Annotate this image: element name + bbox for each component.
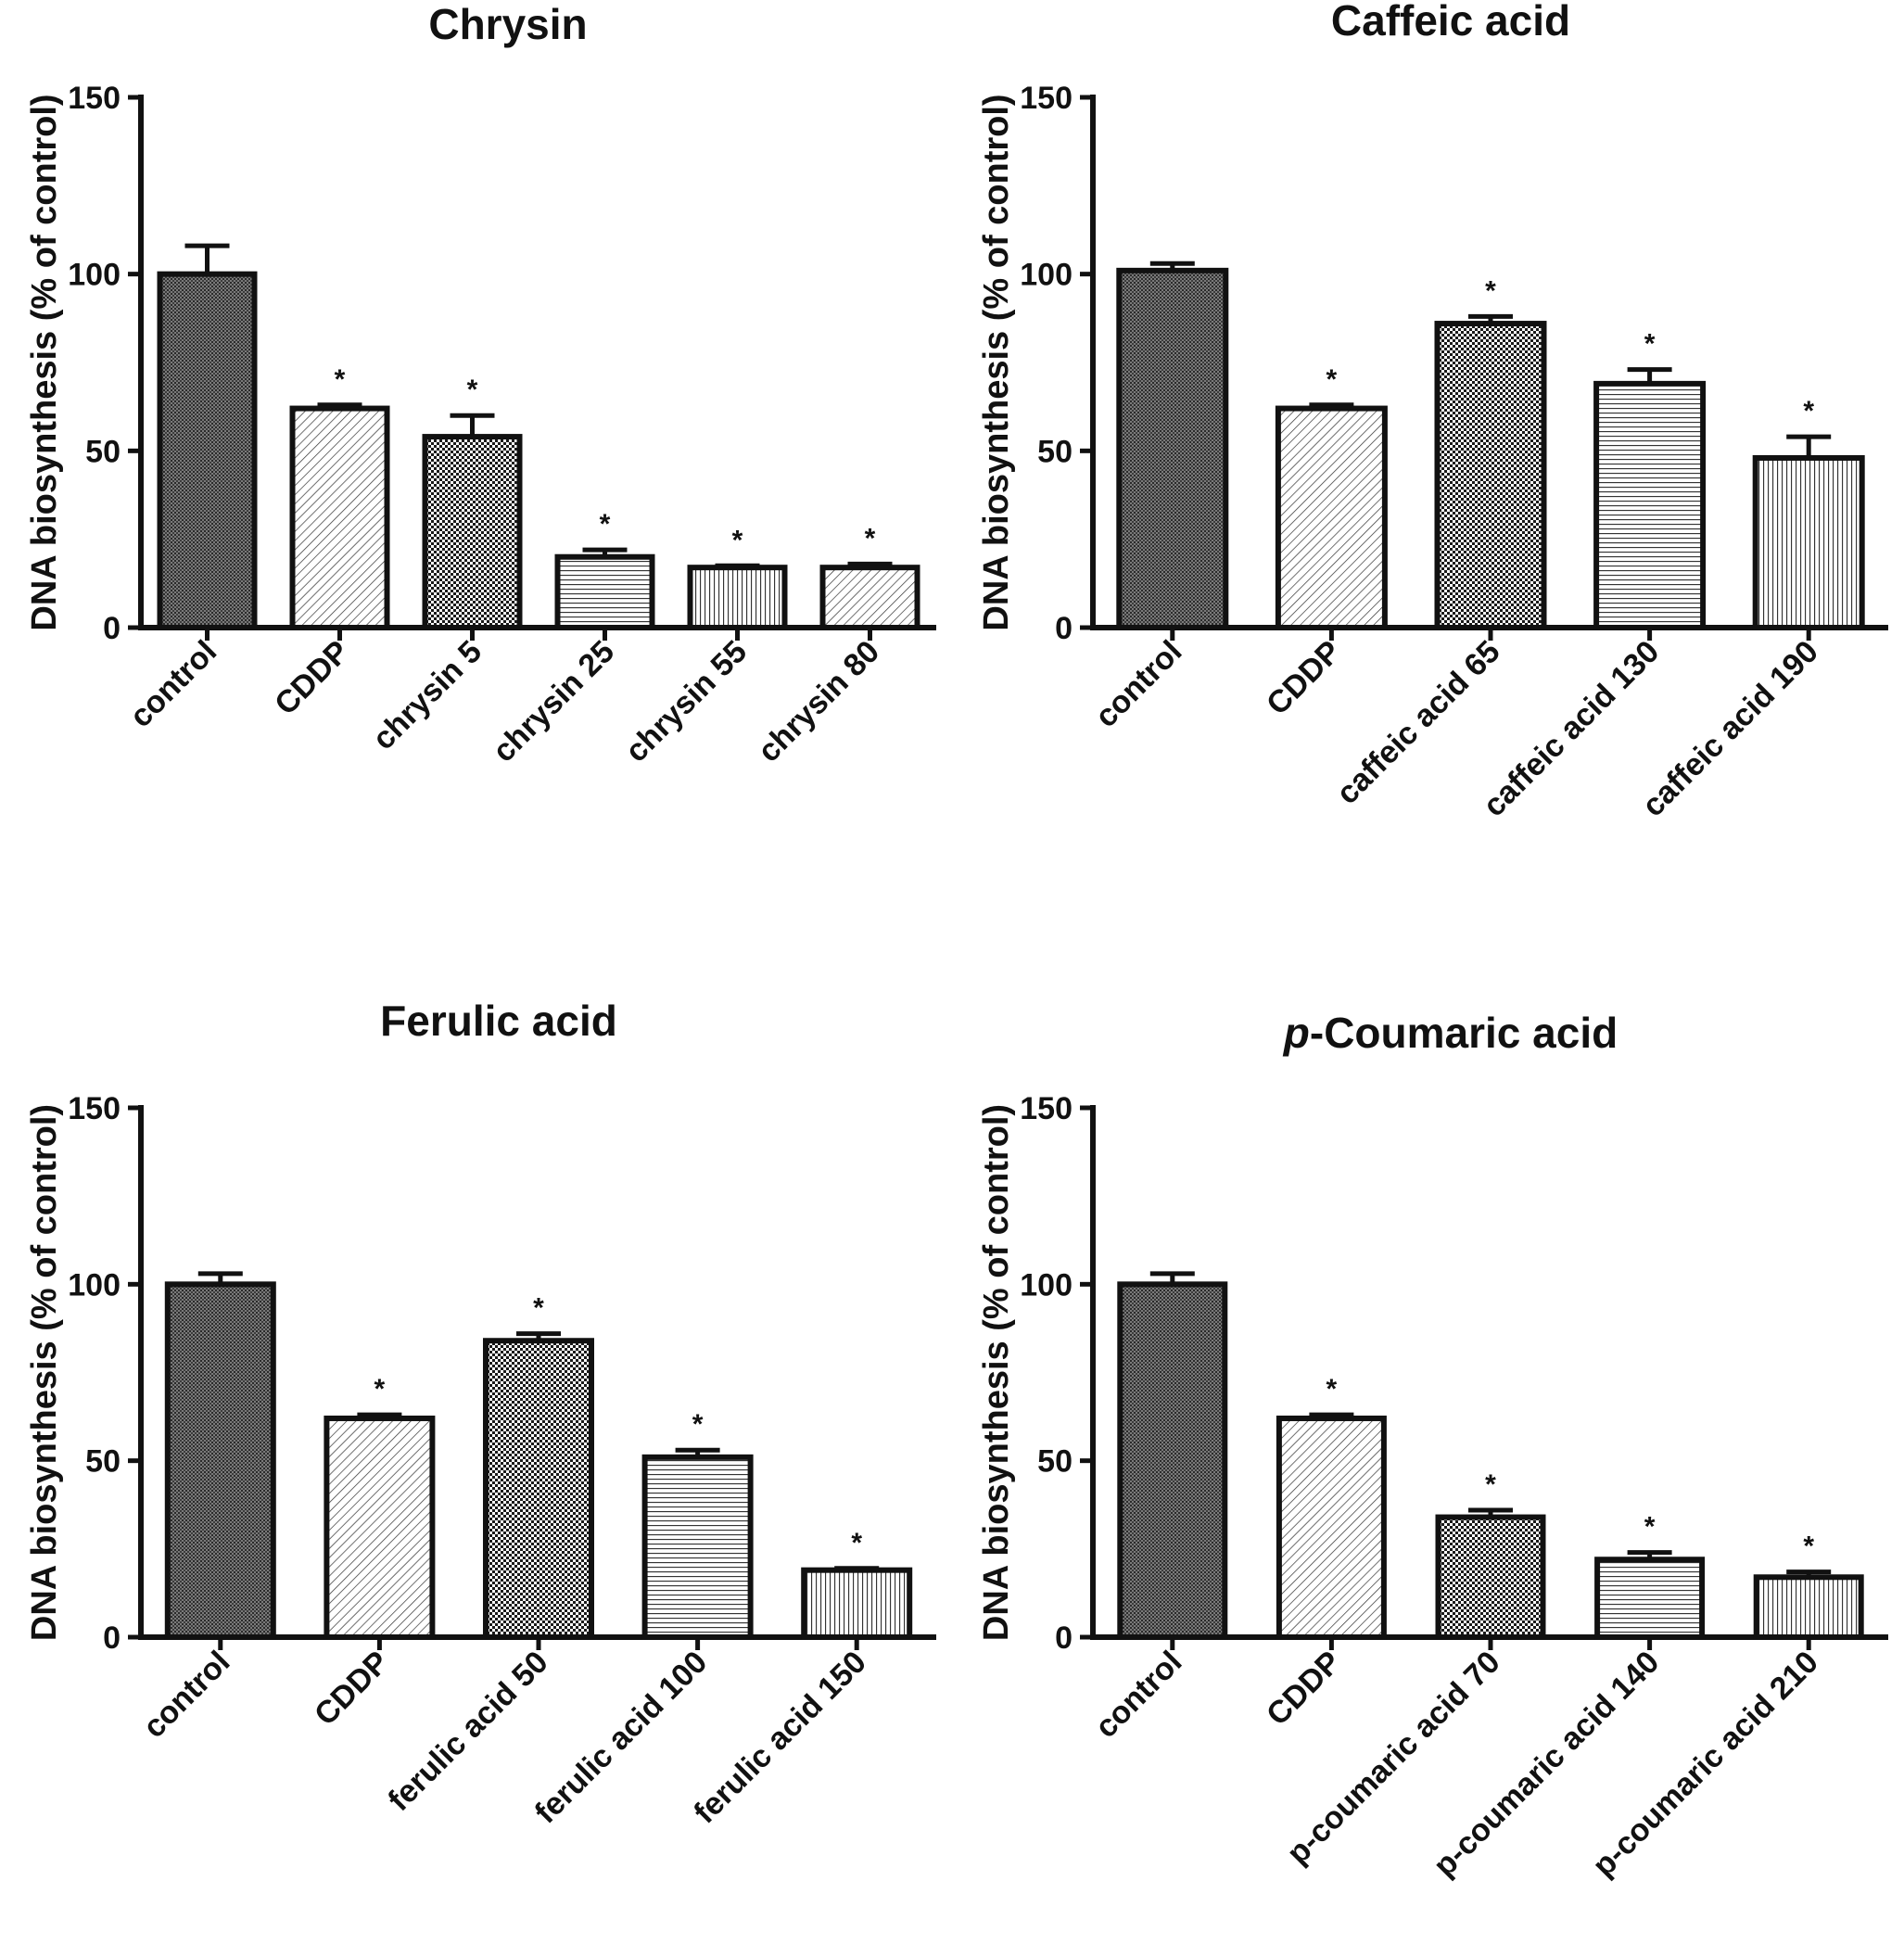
bar-cddp [1275,405,1388,630]
bar-cddp [289,405,390,630]
bar-control [164,1281,276,1640]
x-tick-label-cddp: CDDP [268,634,356,722]
y-tick-label: 0 [1055,611,1073,646]
bar-ferulic-acid-50 [483,1338,594,1640]
chart-title-text: -Coumaric acid [1310,1009,1618,1057]
y-tick-label: 50 [85,434,121,469]
chart-panel-caffeic-acid: Caffeic acid DNA biosynthesis (% of contr… [977,0,1888,824]
x-tick-label-chrysin-25: chrysin 25 [486,634,621,769]
bar-ferulic-acid-100 [641,1454,754,1640]
y-tick-label: 50 [1037,434,1073,469]
bar-caffeic-acid-190 [1752,454,1865,630]
x-tick-label-ferulic-acid-150: ferulic acid 150 [687,1645,873,1831]
chart-title-italic: p [1282,1009,1310,1057]
chart-title: Caffeic acid [1331,0,1570,44]
significance-marker-cddp: * [374,1374,386,1404]
y-tick-label: 100 [1020,1267,1073,1303]
y-tick-label: 100 [68,1267,121,1303]
chart-panel-ferulic-acid: Ferulic acid DNA biosynthesis (% of contr… [25,997,936,1831]
chart-title: Ferulic acid [380,997,617,1045]
y-tick-label: 150 [68,1091,121,1126]
x-tick-label-control: control [136,1645,236,1745]
significance-marker-chrysin-5: * [467,375,478,405]
bar-control [1117,1281,1228,1640]
x-tick-label-cddp: CDDP [308,1645,396,1733]
bar-p-coumaric-acid-210 [1753,1574,1864,1641]
x-tick-label-caffeic-acid-130: caffeic acid 130 [1477,634,1667,824]
significance-marker-caffeic-acid-190: * [1803,396,1814,426]
significance-marker-cddp: * [1326,1374,1338,1404]
x-tick-label-control: control [123,634,223,734]
significance-marker-ferulic-acid-150: * [851,1528,862,1558]
x-tick-label-chrysin-80: chrysin 80 [751,634,886,769]
chart-panel-p-coumaric-acid: p-Coumaric acid DNA biosynthesis (% of co… [977,1009,1888,1884]
y-axis-label: DNA biosynthesis (% of control) [977,1104,1016,1641]
x-tick-label-chrysin-55: chrysin 55 [618,634,754,769]
bar-chrysin-25 [554,553,655,631]
x-tick-label-cddp: CDDP [1260,1645,1348,1733]
bar-caffeic-acid-65 [1434,321,1547,630]
chart-title: p-Coumaric acid [1282,1009,1618,1057]
y-axis-label: DNA biosynthesis (% of control) [25,1104,64,1641]
bar-control [157,271,258,630]
x-tick-label-ferulic-acid-50: ferulic acid 50 [381,1645,554,1818]
x-tick-label-cddp: CDDP [1260,634,1348,722]
bar-caffeic-acid-130 [1593,380,1707,630]
y-tick-label: 0 [103,1620,121,1656]
significance-marker-ferulic-acid-100: * [692,1409,704,1440]
y-axis-label: DNA biosynthesis (% of control) [977,94,1016,630]
significance-marker-chrysin-55: * [732,525,743,555]
x-tick-label-control: control [1088,1645,1188,1745]
significance-marker-caffeic-acid-130: * [1644,329,1656,360]
significance-marker-p-coumaric-acid-210: * [1803,1531,1814,1562]
y-tick-label: 150 [1020,1091,1073,1126]
chart-title-text: Chrysin [428,0,587,48]
x-tick-label-caffeic-acid-190: caffeic acid 190 [1635,634,1825,824]
y-tick-label: 100 [1020,258,1073,293]
bar-chrysin-55 [687,565,788,631]
bar-ferulic-acid-150 [801,1567,913,1641]
significance-marker-chrysin-25: * [600,509,611,540]
significance-marker-chrysin-80: * [865,523,876,553]
y-tick-label: 100 [68,258,121,293]
bar-p-coumaric-acid-70 [1435,1514,1546,1640]
y-tick-label: 150 [1020,81,1073,116]
chart-title: Chrysin [428,0,587,48]
significance-marker-ferulic-acid-50: * [533,1293,544,1324]
y-tick-label: 0 [103,611,121,646]
significance-marker-caffeic-acid-65: * [1485,275,1496,306]
x-tick-label-chrysin-5: chrysin 5 [366,634,489,756]
significance-marker-cddp: * [1326,364,1338,395]
bar-cddp [1276,1415,1387,1640]
y-tick-label: 50 [1037,1444,1073,1480]
bar-chrysin-80 [819,565,920,631]
y-tick-label: 0 [1055,1620,1073,1656]
x-tick-label-ferulic-acid-100: ferulic acid 100 [528,1645,715,1831]
x-tick-label-caffeic-acid-65: caffeic acid 65 [1329,634,1506,811]
bar-p-coumaric-acid-140 [1594,1557,1706,1641]
x-tick-label-control: control [1088,634,1188,734]
chart-panel-chrysin: Chrysin DNA biosynthesis (% of control) 0 5… [25,0,936,769]
y-tick-label: 150 [68,81,121,116]
significance-marker-p-coumaric-acid-70: * [1485,1469,1496,1500]
bar-cddp [324,1415,436,1640]
significance-marker-cddp: * [335,364,346,395]
y-tick-label: 50 [85,1444,121,1480]
chart-title-text: Caffeic acid [1331,0,1570,44]
chart-title-text: Ferulic acid [380,997,617,1045]
bar-control [1116,267,1229,630]
y-axis-label: DNA biosynthesis (% of control) [25,94,64,630]
significance-marker-p-coumaric-acid-140: * [1644,1512,1656,1543]
bar-chrysin-5 [422,434,523,630]
